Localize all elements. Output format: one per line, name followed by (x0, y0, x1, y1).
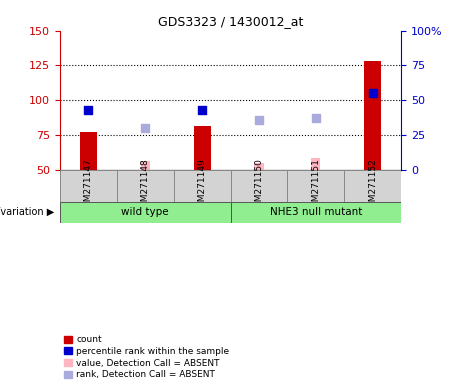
Text: GSM271147: GSM271147 (84, 158, 93, 213)
FancyBboxPatch shape (60, 169, 117, 202)
Text: genotype/variation ▶: genotype/variation ▶ (0, 207, 54, 217)
Bar (364, 61, 381, 169)
Bar (311, 159, 320, 169)
FancyBboxPatch shape (117, 169, 174, 202)
Text: GSM271151: GSM271151 (311, 158, 320, 213)
FancyBboxPatch shape (344, 169, 401, 202)
Point (312, 115, 319, 121)
Point (255, 116, 263, 122)
Title: GDS3323 / 1430012_at: GDS3323 / 1430012_at (158, 15, 303, 28)
Bar (254, 162, 264, 169)
Point (142, 125, 149, 131)
Point (198, 107, 206, 113)
FancyBboxPatch shape (60, 202, 230, 223)
Text: GSM271152: GSM271152 (368, 158, 377, 213)
Point (369, 90, 376, 96)
FancyBboxPatch shape (174, 169, 230, 202)
Bar (194, 126, 211, 169)
Bar (80, 132, 97, 169)
Text: GSM271149: GSM271149 (198, 158, 207, 213)
Point (85, 107, 92, 113)
FancyBboxPatch shape (287, 169, 344, 202)
Bar (141, 161, 150, 169)
Text: GSM271148: GSM271148 (141, 158, 150, 213)
Legend: count, percentile rank within the sample, value, Detection Call = ABSENT, rank, : count, percentile rank within the sample… (65, 335, 229, 379)
FancyBboxPatch shape (230, 202, 401, 223)
Text: NHE3 null mutant: NHE3 null mutant (270, 207, 362, 217)
Text: wild type: wild type (121, 207, 169, 217)
FancyBboxPatch shape (230, 169, 287, 202)
Text: GSM271150: GSM271150 (254, 158, 263, 213)
